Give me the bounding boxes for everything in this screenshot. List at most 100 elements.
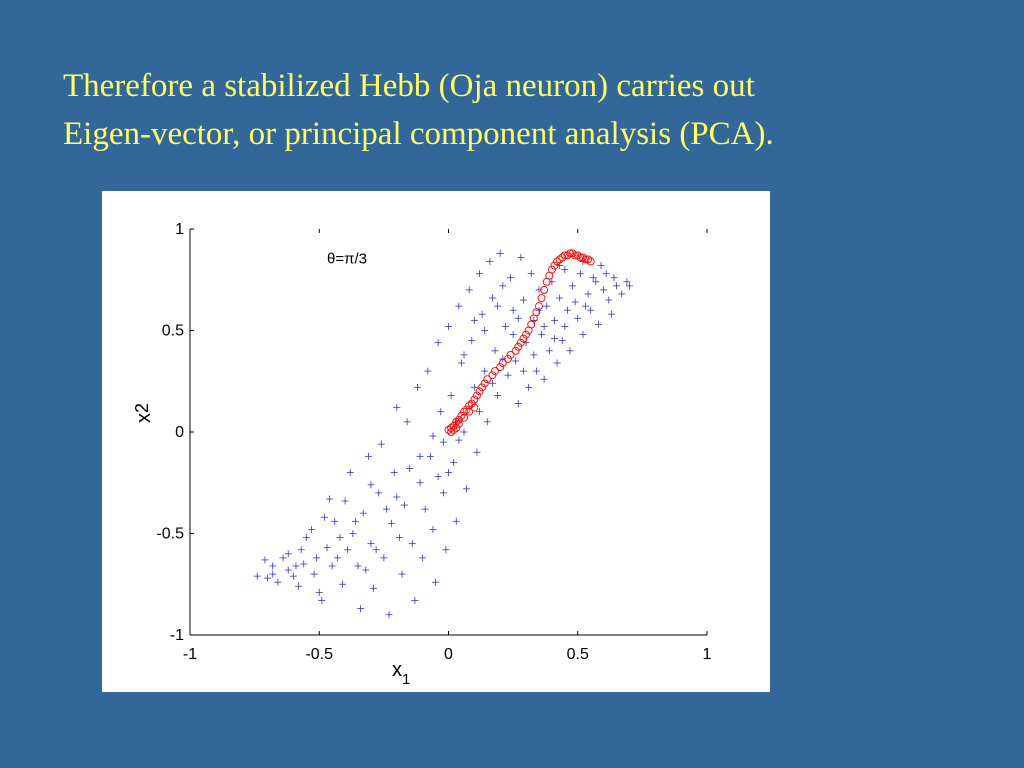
data-point-plus bbox=[545, 347, 553, 355]
data-point-plus bbox=[339, 580, 347, 588]
data-point-circle bbox=[568, 249, 577, 258]
data-point-plus bbox=[491, 347, 499, 355]
data-point-circle bbox=[522, 330, 530, 339]
data-point-plus bbox=[610, 274, 618, 282]
data-point-plus bbox=[367, 540, 375, 548]
data-point-circle bbox=[447, 428, 456, 436]
data-point-circle bbox=[498, 359, 507, 367]
data-point-circle bbox=[454, 415, 463, 424]
data-point-plus bbox=[274, 578, 282, 586]
data-point-plus bbox=[445, 469, 452, 477]
data-point-circle bbox=[475, 387, 484, 396]
y-tick-label: 1 bbox=[175, 221, 184, 238]
data-point-plus bbox=[540, 322, 548, 330]
data-point-plus bbox=[439, 438, 447, 446]
data-point-plus bbox=[328, 562, 336, 570]
data-point-plus bbox=[385, 611, 393, 619]
data-point-plus bbox=[313, 554, 321, 562]
data-point-plus bbox=[538, 331, 546, 339]
data-point-plus bbox=[401, 501, 409, 509]
data-point-plus bbox=[476, 270, 484, 278]
chart-axes bbox=[189, 229, 707, 636]
data-point-plus bbox=[530, 351, 538, 359]
data-point-circle bbox=[555, 255, 564, 264]
data-point-plus bbox=[264, 574, 272, 582]
data-point-circle bbox=[519, 334, 528, 343]
data-point-plus bbox=[445, 322, 452, 330]
data-point-plus bbox=[550, 316, 558, 324]
data-point-circle bbox=[465, 407, 474, 416]
data-point-plus bbox=[605, 296, 613, 304]
data-point-plus bbox=[318, 596, 326, 604]
data-point-plus bbox=[344, 546, 352, 554]
data-point-plus bbox=[349, 530, 357, 537]
data-point-plus bbox=[460, 428, 468, 436]
data-point-plus bbox=[519, 296, 527, 304]
scatter-chart: -1 -0.5 0 0.5 1-1-0.500.51 θ=π/3 x1 x2 bbox=[132, 221, 712, 688]
data-point-plus bbox=[470, 383, 478, 391]
data-point-plus bbox=[507, 274, 515, 282]
y-tick-label: -0.5 bbox=[156, 526, 184, 543]
data-point-circle bbox=[449, 426, 458, 434]
data-point-plus bbox=[331, 517, 339, 525]
data-point-plus bbox=[380, 554, 388, 562]
data-point-plus bbox=[416, 479, 424, 487]
data-point-plus bbox=[504, 371, 512, 379]
data-point-plus bbox=[253, 572, 261, 580]
data-point-plus bbox=[499, 282, 507, 290]
data-point-plus bbox=[406, 465, 414, 473]
data-point-plus bbox=[390, 469, 398, 477]
data-point-plus bbox=[579, 331, 587, 339]
data-point-plus bbox=[486, 257, 494, 265]
data-point-plus bbox=[561, 266, 569, 274]
data-point-plus bbox=[478, 310, 486, 318]
data-point-plus bbox=[618, 290, 626, 298]
data-point-plus bbox=[341, 497, 349, 505]
data-point-plus bbox=[370, 584, 378, 592]
data-point-plus bbox=[473, 448, 481, 456]
data-point-circle bbox=[566, 249, 574, 258]
data-point-plus bbox=[501, 322, 509, 330]
data-point-circle bbox=[470, 395, 479, 404]
data-point-circle bbox=[573, 251, 582, 260]
data-point-plus bbox=[452, 517, 460, 525]
data-point-plus bbox=[509, 331, 517, 339]
data-point-plus bbox=[421, 505, 429, 513]
data-point-plus bbox=[393, 404, 401, 412]
x-tick-label: -0.5 bbox=[305, 646, 333, 663]
data-point-plus bbox=[300, 560, 308, 568]
data-point-plus bbox=[558, 337, 566, 345]
data-point-circle bbox=[514, 342, 523, 351]
data-point-plus bbox=[432, 578, 440, 586]
data-point-plus bbox=[326, 495, 334, 503]
data-point-plus bbox=[295, 582, 303, 590]
data-point-circle bbox=[537, 294, 546, 302]
data-point-plus bbox=[509, 306, 517, 314]
data-point-plus bbox=[364, 452, 372, 460]
data-point-circle bbox=[506, 350, 515, 359]
slide-title-line-1: Therefore a stabilized Hebb (Oja neuron)… bbox=[63, 68, 755, 104]
data-point-plus bbox=[357, 605, 365, 613]
data-point-plus bbox=[530, 316, 538, 324]
data-point-plus bbox=[411, 596, 419, 604]
data-point-plus bbox=[460, 351, 468, 359]
data-point-plus bbox=[302, 534, 310, 542]
data-point-circle bbox=[488, 371, 497, 380]
data-point-plus bbox=[388, 519, 396, 527]
data-point-circle bbox=[462, 405, 471, 414]
data-point-plus bbox=[333, 554, 341, 562]
data-point-plus bbox=[589, 274, 597, 282]
data-point-plus bbox=[289, 572, 297, 580]
data-point-plus bbox=[494, 391, 502, 399]
data-point-plus bbox=[354, 562, 362, 570]
data-point-plus bbox=[310, 570, 318, 578]
data-point-plus bbox=[463, 485, 471, 493]
data-point-plus bbox=[424, 367, 432, 375]
data-point-plus bbox=[429, 432, 437, 440]
data-point-circle bbox=[504, 354, 512, 363]
x-tick-label: 1 bbox=[703, 646, 712, 663]
data-point-plus bbox=[470, 316, 478, 324]
data-point-plus bbox=[527, 270, 535, 278]
data-point-plus bbox=[561, 322, 569, 330]
data-point-plus bbox=[553, 359, 561, 367]
